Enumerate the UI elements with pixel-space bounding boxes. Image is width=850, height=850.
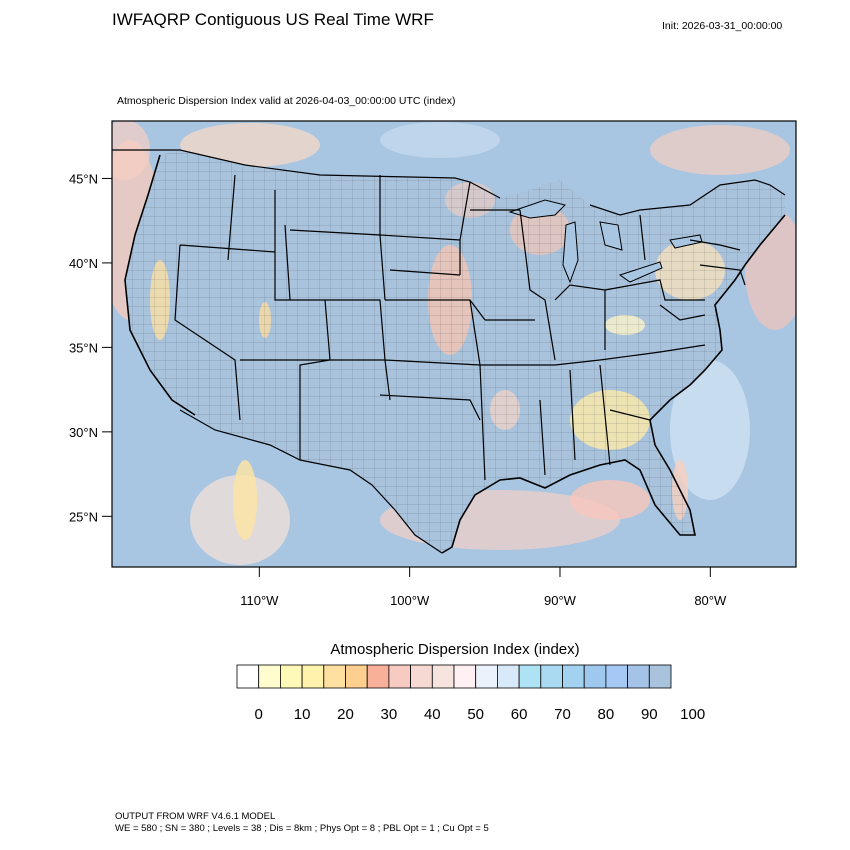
- longitude-axis: 110°W 100°W 90°W 80°W: [240, 567, 727, 608]
- colorbar-tick-label: 70: [554, 706, 571, 723]
- colorbar-swatch: [410, 664, 433, 689]
- state-boundaries: [112, 149, 786, 554]
- colorbar-title: Atmospheric Dispersion Index (index): [330, 641, 580, 658]
- colorbar-swatch: [345, 664, 368, 689]
- colorbar-swatch: [279, 664, 303, 689]
- gulf-east-patch: [570, 480, 650, 520]
- map-title: IWFAQRP Contiguous US Real Time WRF: [112, 10, 434, 29]
- colorbar-swatch: [583, 664, 607, 689]
- lon-tick-label: 110°W: [240, 593, 279, 608]
- baja-yellow-patch: [233, 460, 257, 540]
- colorbar-swatch: [475, 664, 498, 689]
- model-footer-line1: OUTPUT FROM WRF V4.6.1 MODEL: [115, 811, 276, 822]
- colorbar-tick-label: 10: [294, 706, 311, 723]
- canada-central-patch: [380, 122, 500, 158]
- colorbar-swatch: [648, 664, 672, 689]
- mexico-border: [179, 409, 443, 554]
- canada-border-east: [589, 179, 786, 216]
- atlantic-south-patch: [670, 360, 750, 500]
- colorbar-swatch: [323, 664, 346, 689]
- map-fill-layer: [112, 121, 796, 565]
- colorbar-swatch: [236, 664, 260, 689]
- colorbar-tick-label: 40: [424, 706, 441, 723]
- lake-michigan: [562, 221, 579, 284]
- colorbar-swatch: [605, 664, 629, 689]
- map-frame: [111, 120, 797, 568]
- colorbar-tick-label: 60: [511, 706, 528, 723]
- colorbar-tick-label: 0: [255, 706, 263, 723]
- colorbar-swatch: [301, 664, 325, 689]
- init-time-label: Init: 2026-03-31_00:00:00: [662, 20, 783, 32]
- lat-tick-label: 30°N: [69, 425, 98, 440]
- lat-tick-label: 35°N: [69, 340, 98, 355]
- colorbar-tick-label: 30: [381, 706, 398, 723]
- colorbar-tick-label: 50: [467, 706, 484, 723]
- lat-tick-label: 40°N: [69, 256, 98, 271]
- valid-time-subtitle: Atmospheric Dispersion Index valid at 20…: [117, 95, 456, 107]
- lake-erie: [618, 261, 663, 283]
- colorbar: 0 10 20 30 40 50 60 70 80 90 100: [236, 664, 705, 723]
- colorbar-swatch: [496, 664, 520, 689]
- lat-tick-label: 25°N: [69, 509, 98, 524]
- colorbar-swatch: [540, 664, 563, 689]
- colorbar-swatch: [258, 664, 281, 689]
- lon-tick-label: 80°W: [694, 593, 727, 608]
- lon-tick-label: 90°W: [544, 593, 577, 608]
- colorbar-swatch: [431, 664, 455, 689]
- colorbar-swatch: [627, 664, 650, 689]
- pacific-coast: [124, 154, 196, 416]
- colorbar-tick-label: 90: [641, 706, 658, 723]
- gulf-atlantic-coast: [441, 214, 786, 554]
- colorbar-swatch: [388, 664, 411, 689]
- colorbar-swatch: [562, 664, 585, 689]
- lake-huron: [599, 221, 623, 251]
- lat-tick-label: 45°N: [69, 171, 98, 186]
- county-boundaries: [125, 150, 785, 553]
- eastern-state-lines: [470, 209, 746, 476]
- colorbar-swatch: [453, 664, 477, 689]
- colorbar-swatch: [518, 664, 542, 689]
- lon-tick-label: 100°W: [390, 593, 430, 608]
- colorbar-tick-label: 20: [337, 706, 354, 723]
- lake-superior: [508, 199, 566, 219]
- model-footer-line2: WE = 580 ; SN = 380 ; Levels = 38 ; Dis …: [115, 823, 489, 834]
- latitude-axis: 45°N 40°N 35°N 30°N 25°N: [69, 171, 112, 524]
- canada-east-patch: [650, 125, 790, 175]
- western-state-lines: [174, 174, 486, 481]
- colorbar-swatch: [366, 664, 390, 689]
- colorbar-tick-label: 80: [598, 706, 615, 723]
- canada-west-patch: [180, 123, 320, 167]
- colorbar-tick-label: 100: [680, 706, 705, 723]
